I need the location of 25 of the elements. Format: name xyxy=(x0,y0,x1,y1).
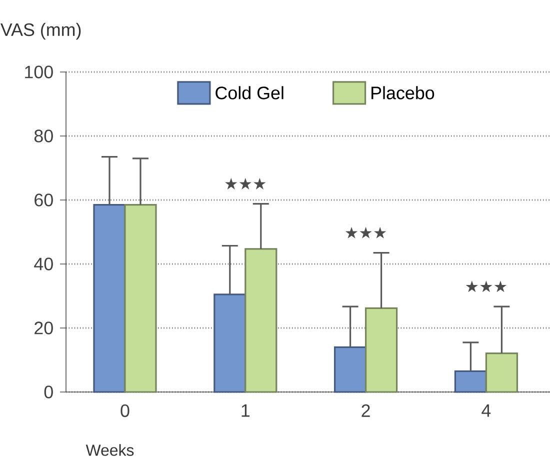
legend-label: Cold Gel xyxy=(216,86,284,100)
x-tick-label: 2 xyxy=(362,404,370,417)
y-tick-label: 40 xyxy=(34,258,53,270)
bar xyxy=(334,346,367,393)
x-tick-label: 4 xyxy=(482,404,491,417)
annotation: ★★★ xyxy=(345,226,386,238)
y-tick-label: 0 xyxy=(44,386,53,398)
y-tick-label: 20 xyxy=(34,322,53,334)
x-tick-label: 0 xyxy=(120,404,130,418)
bar xyxy=(364,307,398,393)
bar xyxy=(214,294,246,393)
y-tick-label: 100 xyxy=(25,66,53,78)
y-axis-title: VAS (mm) xyxy=(0,22,81,40)
annotation: ★★★ xyxy=(224,178,266,190)
bar xyxy=(454,370,487,393)
x-axis-title: Weeks xyxy=(86,444,134,456)
annotation: ★★★ xyxy=(466,280,507,292)
bar xyxy=(244,248,278,393)
legend-label: Placebo xyxy=(372,86,434,100)
bar xyxy=(485,352,518,393)
bar xyxy=(124,204,157,393)
x-tick-label: 1 xyxy=(242,404,250,417)
bar xyxy=(93,204,126,393)
y-tick-label: 80 xyxy=(34,130,53,142)
y-tick-label: 60 xyxy=(34,194,53,206)
